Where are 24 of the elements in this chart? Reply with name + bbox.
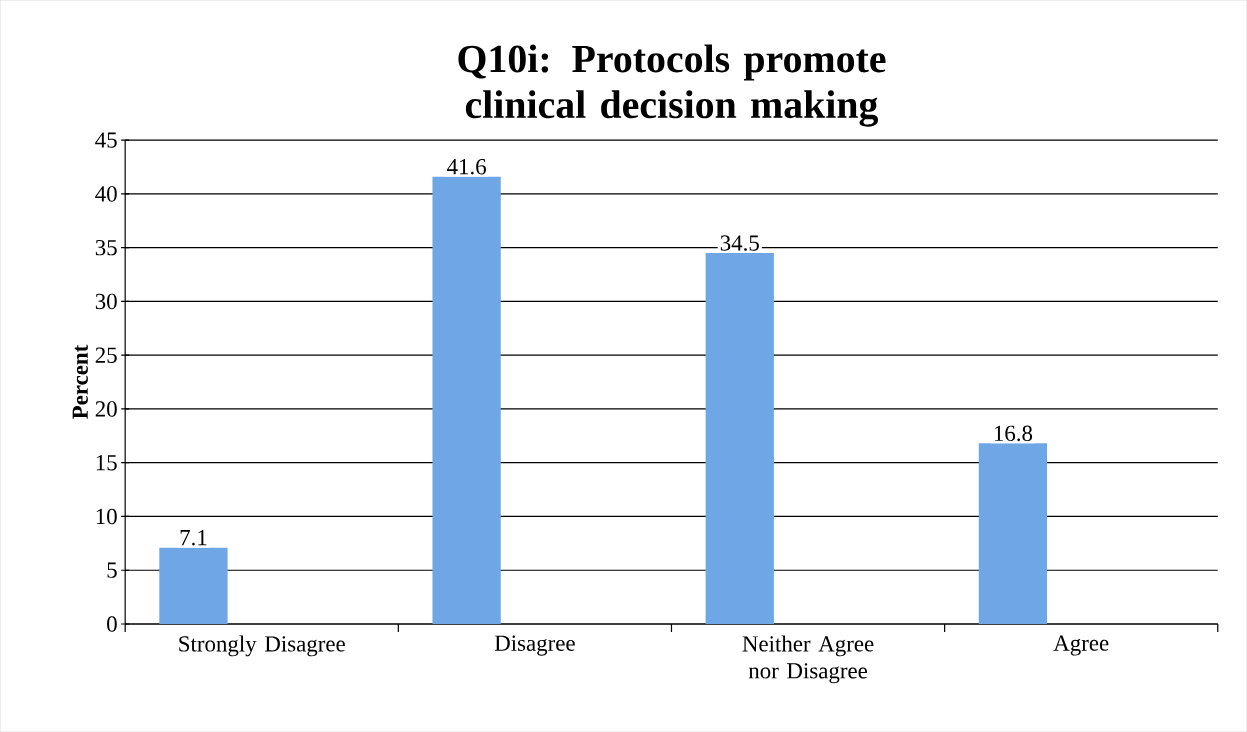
y-axis-title: Percent <box>72 344 88 419</box>
x-tick-label: Disagree <box>494 635 575 656</box>
chart-title: Q10i: Protocols promote clinical decision making <box>458 44 886 127</box>
data-label: 7.1 <box>180 529 207 546</box>
y-tick-label: 35 <box>95 239 117 256</box>
y-tick-label: 5 <box>107 562 117 578</box>
bar <box>705 252 774 624</box>
y-tick-label: 45 <box>95 132 117 148</box>
data-label: 41.6 <box>447 158 486 175</box>
bar <box>432 176 501 624</box>
bar <box>159 547 228 624</box>
y-tick-label: 25 <box>95 347 117 363</box>
y-tick-label: 40 <box>95 186 117 202</box>
x-tick-label: Agree <box>1053 635 1109 656</box>
y-tick-label: 10 <box>96 508 117 525</box>
data-label: 34.5 <box>720 235 759 251</box>
y-tick-label: 0 <box>107 616 117 632</box>
y-tick-label: 30 <box>95 293 117 310</box>
data-label: 16.8 <box>994 425 1033 442</box>
y-tick-label: 20 <box>95 401 117 417</box>
x-tick-label: Neither Agree nor Disagree <box>742 635 874 684</box>
x-tick-label: Strongly Disagree <box>179 635 345 657</box>
y-tick-label: 15 <box>96 454 117 471</box>
bar <box>978 443 1048 624</box>
